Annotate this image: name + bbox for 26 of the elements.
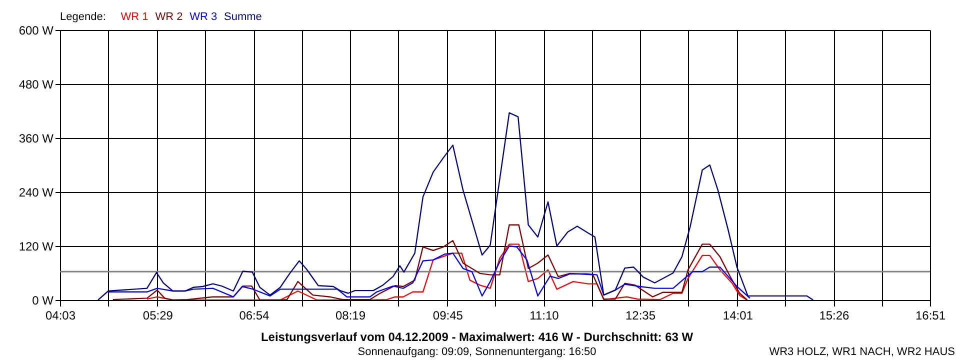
text: WR 2 — [155, 11, 183, 23]
text: Summe — [224, 11, 262, 23]
x-tick-label: 08:19 — [335, 308, 366, 322]
x-tick-label: 09:45 — [432, 308, 464, 322]
y-tick-label: 360 W — [18, 132, 54, 146]
y-tick-label: 120 W — [18, 240, 54, 254]
x-tick-label: 06:54 — [239, 308, 270, 322]
y-tick-label: 240 W — [18, 186, 54, 200]
x-tick-label: 14:01 — [722, 308, 754, 322]
text: WR 3 — [190, 11, 218, 23]
x-tick-label: 04:03 — [45, 308, 76, 322]
x-tick-label: 12:35 — [625, 308, 656, 322]
x-tick-label: 16:51 — [915, 308, 946, 322]
text: Sonnenaufgang: 09:09, Sonnenuntergang: 16:50 — [358, 346, 596, 358]
text: WR3 HOLZ, WR1 NACH, WR2 HAUS — [769, 346, 955, 358]
text: Leistungsverlauf vom 04.12.2009 - Maximalwert: 416 W - Durchschnitt: 63 W — [260, 330, 694, 344]
y-tick-label: 600 W — [18, 24, 54, 38]
text: WR 1 — [120, 11, 148, 23]
line-series — [112, 224, 748, 300]
x-tick-label: 05:29 — [142, 308, 174, 322]
line-series — [97, 112, 814, 300]
y-tick-label: 480 W — [18, 78, 54, 92]
legend-title: Legende: — [60, 11, 106, 23]
x-tick-label: 15:26 — [819, 308, 850, 322]
y-tick-label: 0 W — [32, 294, 54, 308]
x-tick-label: 11:10 — [530, 308, 560, 322]
